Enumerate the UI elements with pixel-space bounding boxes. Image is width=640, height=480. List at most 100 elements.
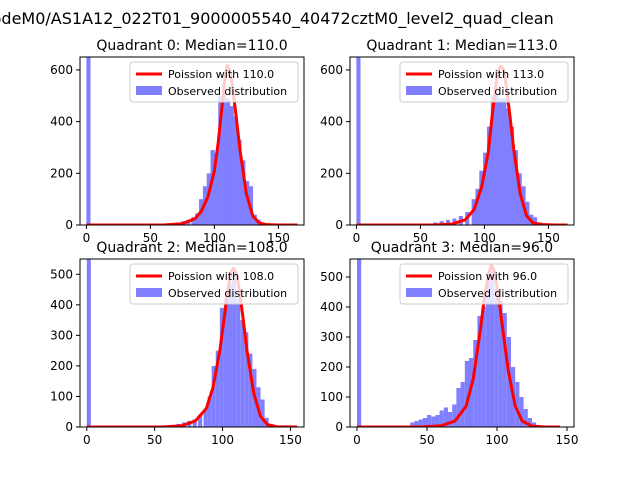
histogram-bar	[206, 173, 211, 225]
histogram-bar	[229, 106, 234, 225]
y-tick-label: 0	[335, 420, 343, 434]
histogram-bar	[479, 170, 484, 225]
histogram-bar	[192, 419, 197, 427]
legend-entry-observed: Observed distribution	[438, 85, 557, 98]
histogram-bar	[227, 283, 233, 427]
x-tick-label: 100	[211, 433, 234, 447]
histogram-bar	[502, 98, 507, 225]
axes-frame	[79, 56, 305, 226]
y-tick-label: 500	[50, 267, 73, 281]
histogram-bar	[207, 396, 212, 427]
histogram-bar	[486, 126, 492, 225]
histogram-bar	[232, 274, 237, 427]
subplot-title: Quadrant 3: Median=96.0	[371, 240, 553, 256]
histogram-bar	[219, 307, 224, 427]
legend: Poission with 108.0 Observed distribution	[129, 263, 299, 305]
histogram-bar	[533, 217, 538, 225]
subplot-quadrant-1: 0 50 100 150 0 200 400 600 Quadrant 1: Median=11…	[320, 38, 575, 245]
x-tick-label: 0	[83, 433, 91, 447]
histogram-bar	[502, 313, 507, 427]
histogram-bar	[86, 57, 91, 225]
legend-entry-observed: Observed distribution	[168, 287, 287, 300]
histogram-bar	[431, 416, 436, 427]
x-tick-label: 150	[267, 231, 290, 245]
y-tick-label: 500	[320, 270, 343, 284]
histogram-bar	[225, 98, 231, 225]
legend-frame	[129, 263, 299, 305]
plot-area	[86, 259, 298, 427]
histogram-bar	[203, 408, 208, 427]
histogram-bar	[210, 150, 215, 225]
legend-hist-swatch	[136, 288, 162, 297]
histogram-bar	[510, 126, 515, 225]
histogram-bar	[218, 95, 223, 225]
legend: Poission with 110.0 Observed distribution	[129, 61, 299, 103]
histogram-bar	[191, 217, 196, 225]
histogram-bar	[494, 93, 499, 225]
histogram-bar	[422, 418, 427, 427]
y-tick-label: 400	[50, 298, 73, 312]
y-tick-label: 200	[50, 166, 73, 180]
histogram-bar	[483, 152, 488, 225]
legend-entry-observed: Observed distribution	[438, 287, 557, 300]
histogram-bar	[427, 415, 432, 427]
histogram-bar	[485, 280, 490, 427]
histogram-bar	[418, 419, 423, 427]
x-tick-label: 0	[83, 231, 91, 245]
histogram-bar	[237, 139, 242, 225]
histogram-bar	[195, 213, 200, 225]
y-tick-label: 300	[50, 328, 73, 342]
histogram-bar	[446, 219, 451, 225]
x-tick-label: 0	[353, 231, 361, 245]
x-tick-label: 50	[413, 231, 428, 245]
y-tick-label: 0	[335, 218, 343, 232]
histogram-bar	[357, 259, 362, 427]
subplot-quadrant-3: 0 50 100 150 0 100 200 300 400 500 Quadrant 3: Med…	[320, 240, 578, 447]
legend-entry-poisson: Poission with 96.0	[438, 270, 537, 283]
y-tick-label: 400	[320, 115, 343, 129]
plot-area	[356, 57, 568, 225]
legend-hist-swatch	[406, 288, 432, 297]
histogram-bar	[414, 421, 419, 427]
subplot-grid: 0 50 100 150 0 200 400 600 Quadrant 0: Median=11…	[50, 38, 578, 447]
subplot-quadrant-0: 0 50 100 150 0 200 400 600 Quadrant 0: Median=11…	[50, 38, 305, 245]
histogram-bar	[86, 259, 91, 427]
x-tick-label: 150	[556, 433, 579, 447]
y-tick-label: 200	[320, 166, 343, 180]
x-tick-label: 100	[473, 231, 496, 245]
legend-frame	[399, 61, 569, 103]
histogram-bar	[506, 337, 511, 427]
histogram-bar	[523, 409, 528, 427]
histogram-bar	[448, 412, 453, 427]
legend-entry-poisson: Poission with 110.0	[168, 68, 274, 81]
histogram-bar	[439, 410, 444, 427]
subplot-title: Quadrant 0: Median=110.0	[96, 38, 287, 54]
x-tick-label: 150	[537, 231, 560, 245]
histogram-bar	[481, 307, 486, 427]
subplot-title: Quadrant 1: Median=113.0	[366, 38, 557, 54]
histogram-bar	[198, 414, 203, 427]
legend-hist-swatch	[406, 86, 432, 95]
histogram-bar	[244, 332, 249, 427]
x-tick-label: 50	[147, 433, 162, 447]
y-tick-label: 200	[50, 359, 73, 373]
y-tick-label: 600	[320, 63, 343, 77]
subplot-title: Quadrant 2: Median=108.0	[96, 240, 287, 256]
legend-hist-swatch	[136, 86, 162, 95]
y-tick-label: 600	[50, 63, 73, 77]
histogram-bar	[211, 365, 216, 427]
histogram-bar	[236, 298, 241, 427]
histogram-bar	[435, 415, 440, 427]
histogram-bar	[527, 418, 532, 427]
histogram-bar	[519, 397, 524, 427]
histogram-bar	[245, 181, 250, 225]
y-tick-label: 400	[50, 115, 73, 129]
figure-suptitle: a file: modeM0/AS1A12_022T01_9000005540_…	[0, 9, 554, 29]
histogram-bar	[515, 382, 520, 427]
y-tick-label: 0	[65, 420, 73, 434]
legend-entry-poisson: Poission with 108.0	[168, 270, 274, 283]
histogram-bar	[443, 407, 448, 427]
histogram-bar	[460, 382, 465, 427]
y-tick-label: 100	[320, 390, 343, 404]
